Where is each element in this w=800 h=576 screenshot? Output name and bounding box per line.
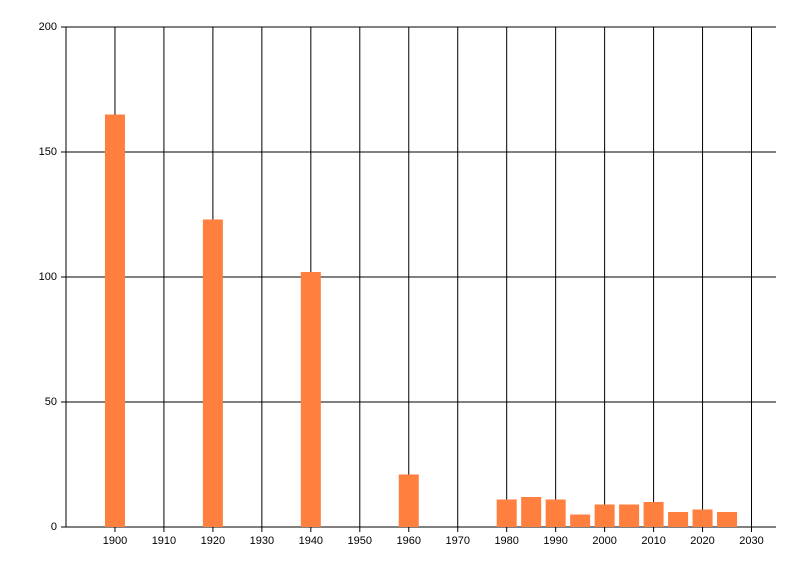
bar	[643, 502, 664, 527]
bar	[717, 512, 738, 527]
x-tick-label: 2000	[592, 535, 616, 547]
bar	[104, 114, 125, 527]
y-tick-label: 0	[51, 521, 57, 533]
x-tick-label: 1980	[494, 535, 518, 547]
bar	[570, 514, 591, 527]
x-tick-label: 1900	[103, 535, 127, 547]
bar	[668, 512, 689, 527]
x-tick-label: 2020	[690, 535, 714, 547]
y-tick-label: 50	[45, 396, 57, 408]
bar	[594, 504, 615, 527]
bar	[300, 272, 321, 527]
x-tick-label: 1930	[250, 535, 274, 547]
x-tick-label: 1910	[152, 535, 176, 547]
bar	[398, 474, 419, 527]
y-tick-label: 150	[39, 146, 57, 158]
bar	[496, 499, 517, 527]
bar	[202, 219, 223, 527]
x-tick-label: 1970	[445, 535, 469, 547]
bar	[521, 497, 542, 527]
bar	[619, 504, 640, 527]
x-tick-label: 1990	[543, 535, 567, 547]
x-tick-label: 1960	[397, 535, 421, 547]
y-tick-label: 200	[39, 21, 57, 33]
x-tick-label: 2010	[641, 535, 665, 547]
bar	[692, 509, 713, 527]
bar	[545, 499, 566, 527]
x-tick-label: 1940	[299, 535, 323, 547]
x-tick-label: 1920	[201, 535, 225, 547]
x-tick-label: 1950	[348, 535, 372, 547]
y-tick-label: 100	[39, 271, 57, 283]
x-tick-label: 2030	[739, 535, 763, 547]
